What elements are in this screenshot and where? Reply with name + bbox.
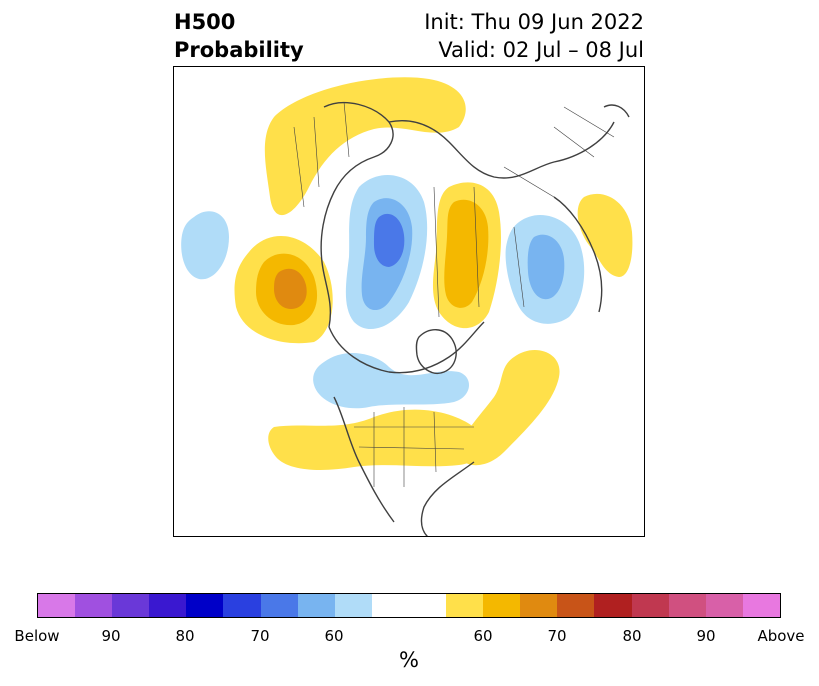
above-region-europe-north (264, 77, 466, 216)
colorbar-segment (705, 594, 743, 617)
map-canvas (181, 77, 633, 536)
above-region-alaska (459, 349, 560, 466)
run-info: Init: Thu 09 Jun 2022 Valid: 02 Jul – 08… (424, 8, 644, 64)
colorbar-segment (149, 594, 187, 617)
colorbar-segment (112, 594, 150, 617)
colorbar-segment (483, 594, 521, 617)
valid-period: Valid: 02 Jul – 08 Jul (438, 38, 644, 62)
above-region-atlantic-left-core (274, 268, 307, 309)
colorbar-segment (334, 594, 372, 617)
colorbar-tick-label: 70 (250, 627, 270, 645)
colorbar-segment (38, 594, 76, 617)
colorbar-segment (446, 594, 484, 617)
colorbar-tick-label: Above (757, 627, 805, 645)
colorbar-segment (557, 594, 595, 617)
colorbar-tick-label: 80 (622, 627, 642, 645)
colorbar-tick-label: 80 (175, 627, 195, 645)
colorbar-segment (75, 594, 113, 617)
probability-colorbar (37, 593, 781, 618)
colorbar-tick-label: 90 (101, 627, 121, 645)
colorbar-tick-label: 90 (696, 627, 716, 645)
above-region-siberia-mid (444, 199, 489, 308)
colorbar-segment (297, 594, 335, 617)
map-title-line1: H500 (174, 10, 236, 34)
probability-shading (181, 77, 633, 470)
colorbar-segment (668, 594, 706, 617)
colorbar-segment (408, 594, 447, 617)
colorbar-unit: % (399, 648, 419, 672)
colorbar-tick-label: 60 (324, 627, 344, 645)
colorbar-segment (594, 594, 632, 617)
below-region-arctic-center-core (374, 213, 405, 267)
colorbar-tick-label: 60 (473, 627, 493, 645)
below-region-east-asia-mid (527, 234, 565, 300)
init-time: Init: Thu 09 Jun 2022 (424, 10, 644, 34)
colorbar-segment (186, 594, 224, 617)
below-region-far-left (181, 211, 229, 280)
colorbar-segment (631, 594, 669, 617)
colorbar-segment (260, 594, 298, 617)
colorbar-segment (371, 594, 409, 617)
above-region-united-states (268, 409, 485, 470)
above-region-pacific (577, 193, 633, 277)
probability-map (173, 66, 645, 537)
map-title-line2: Probability (174, 38, 304, 62)
map-title: H500 Probability (174, 8, 304, 64)
colorbar-segment (223, 594, 261, 617)
colorbar-tick-label: Below (14, 627, 60, 645)
colorbar-tick-label: 70 (547, 627, 567, 645)
colorbar-segment (520, 594, 558, 617)
coastlines (320, 101, 630, 536)
colorbar-segment (742, 594, 780, 617)
political-boundaries (293, 101, 615, 487)
below-region-canada (313, 352, 470, 409)
